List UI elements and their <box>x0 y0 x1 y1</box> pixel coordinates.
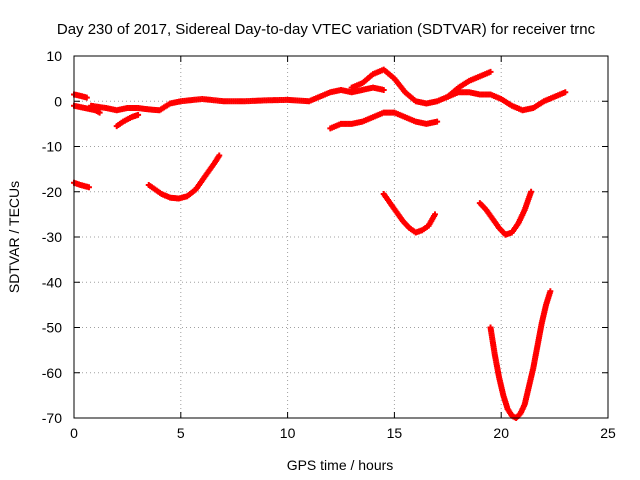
x-tick-label: 10 <box>280 425 296 441</box>
y-axis-label: SDTVAR / TECUs <box>6 181 22 293</box>
series-arc-i <box>145 152 223 202</box>
series-arc-l <box>487 288 554 421</box>
series-arc-k <box>476 188 535 238</box>
series-arc-f <box>348 66 569 114</box>
data-point <box>528 188 535 195</box>
data-series <box>71 66 569 421</box>
data-point <box>562 89 569 96</box>
series-arc-d <box>113 111 142 130</box>
data-point <box>96 109 103 116</box>
y-tick-label: -70 <box>42 410 62 426</box>
data-point <box>380 86 387 93</box>
data-point <box>216 152 223 159</box>
series-arc-c <box>88 84 387 114</box>
tick-marks <box>73 55 609 419</box>
series-arc-j <box>380 191 438 236</box>
y-tick-label: -40 <box>42 274 62 290</box>
y-tick-label: -20 <box>42 184 62 200</box>
data-point <box>487 68 494 75</box>
x-tick-label: 15 <box>387 425 403 441</box>
chart-title: Day 230 of 2017, Sidereal Day-to-day VTE… <box>57 21 596 38</box>
data-point <box>85 184 92 191</box>
y-tick-label: -60 <box>42 365 62 381</box>
y-tick-label: 0 <box>54 93 62 109</box>
x-tick-label: 25 <box>600 425 616 441</box>
x-tick-label: 0 <box>70 425 78 441</box>
data-point <box>547 288 554 295</box>
data-point <box>83 94 90 101</box>
data-point <box>431 211 438 218</box>
y-tick-label: 10 <box>46 48 62 64</box>
data-point <box>434 118 441 125</box>
series-arc-e <box>327 109 441 132</box>
y-tick-label: -10 <box>42 139 62 155</box>
y-tick-label: -30 <box>42 229 62 245</box>
series-arc-g <box>444 68 494 100</box>
x-tick-label: 5 <box>177 425 185 441</box>
data-point <box>135 111 142 118</box>
x-tick-label: 20 <box>493 425 509 441</box>
tick-labels: 0 5 10 15 20 25 10 0 -10 -20 -30 -40 -50 -60 -70 <box>42 48 616 441</box>
x-axis-label: GPS time / hours <box>287 457 394 473</box>
y-tick-label: -50 <box>42 320 62 336</box>
